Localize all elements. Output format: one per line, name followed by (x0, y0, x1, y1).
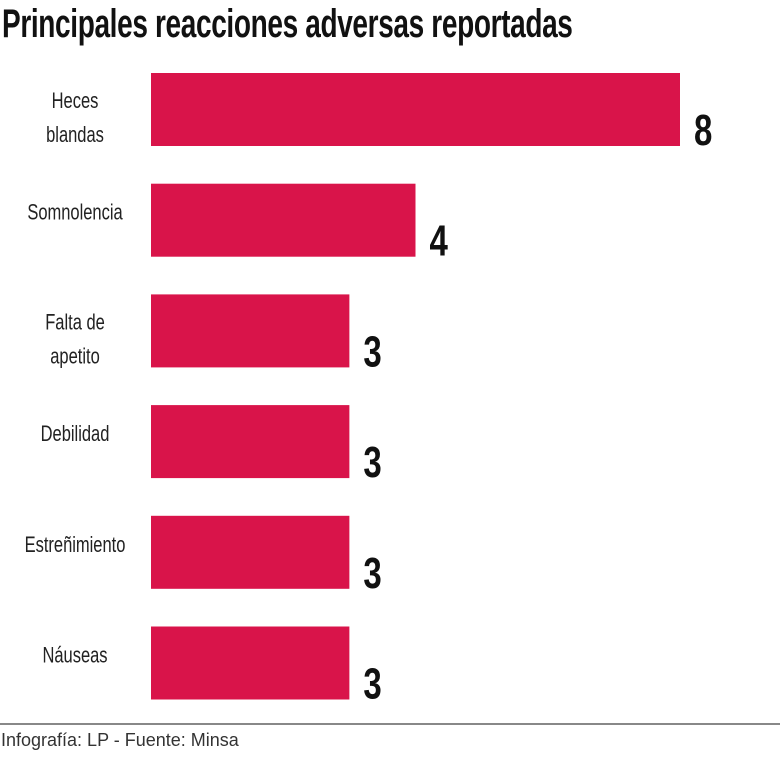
value-label: 3 (363, 328, 381, 377)
category-label: Náuseas (42, 643, 107, 668)
bar (151, 294, 350, 368)
bar (151, 405, 350, 479)
source-credit: Infografía: LP - Fuente: Minsa (1, 730, 239, 750)
value-label: 3 (363, 660, 381, 709)
bar-chart: 8 Heces blandas 4 Somnolencia 3 Falta de apetit… (25, 73, 712, 709)
bar (151, 626, 350, 700)
bar (151, 183, 416, 257)
value-label: 4 (430, 217, 449, 266)
category-label: Somnolencia (27, 200, 123, 225)
category-label: Debilidad (41, 422, 110, 447)
footer-divider (0, 723, 780, 725)
category-label: Heces blandas (46, 89, 104, 148)
bar (151, 73, 680, 146)
category-label: Falta de apetito (45, 310, 105, 369)
bar (151, 515, 350, 589)
category-label: Estreñimiento (25, 533, 126, 558)
chart-title: Principales reacciones adversas reportad… (2, 2, 573, 46)
value-label: 3 (363, 439, 381, 488)
value-label: 8 (694, 107, 712, 156)
value-label: 3 (363, 549, 381, 598)
